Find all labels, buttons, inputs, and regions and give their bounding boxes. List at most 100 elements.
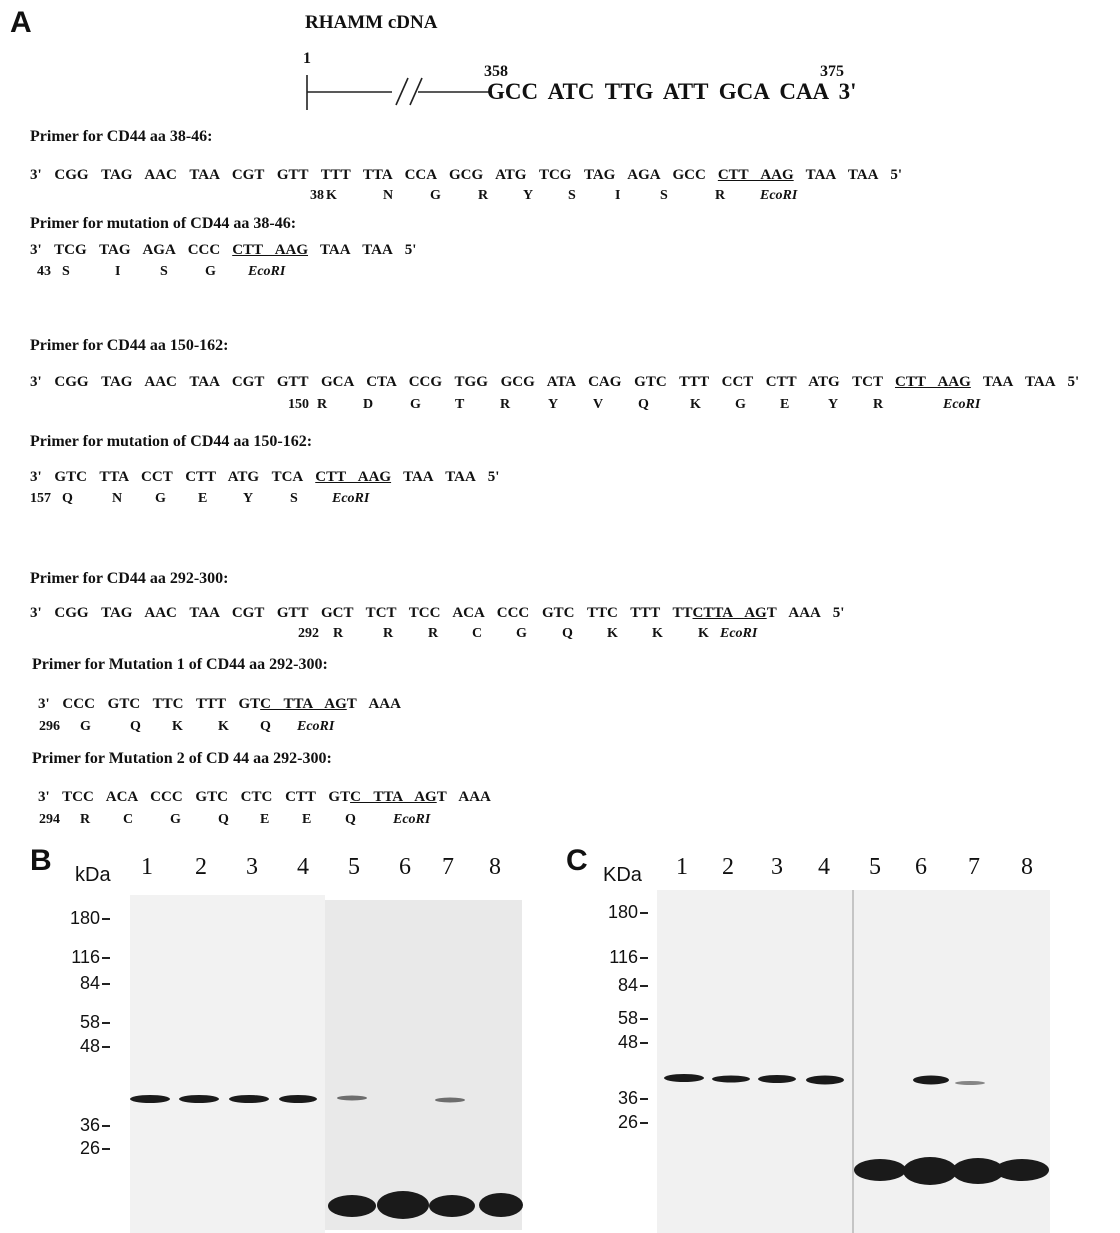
sequence-segment: T AAA 5' (767, 605, 845, 621)
site-label: EcoRI (760, 187, 797, 205)
rhamm-sequence: GCC ATC TTG ATT GCA CAA 3' (487, 83, 857, 101)
residue: R (383, 625, 393, 643)
residue: V (593, 396, 603, 414)
site-label: EcoRI (332, 490, 369, 508)
lane-number: 6 (399, 858, 411, 876)
residue: S (62, 263, 70, 281)
primer-heading: Primer for CD44 aa 292-300: (30, 570, 228, 588)
lane-number: 7 (442, 858, 454, 876)
sequence-segment: 3' CGG TAG AAC TAA CGT GTT GCT TCT TCC A… (30, 605, 693, 621)
marker-tick (102, 1046, 110, 1048)
rhamm-diagram (307, 75, 492, 110)
residue: Y (243, 490, 253, 508)
panel-label: B (30, 852, 52, 870)
marker-tick (102, 1125, 110, 1127)
residue: N (383, 187, 393, 205)
marker-label: 36 (590, 1089, 638, 1107)
blot-b-left (130, 895, 325, 1233)
marker-tick (640, 1042, 648, 1044)
sequence-segment: T AAA (437, 789, 491, 805)
marker-label: 48 (590, 1033, 638, 1051)
residue-start: 43 (37, 263, 51, 281)
lane-number: 1 (141, 858, 153, 876)
marker-label: 26 (590, 1113, 638, 1131)
residue: R (333, 625, 343, 643)
marker-tick (102, 1022, 110, 1024)
sequence-segment: TAA TAA 5' (320, 242, 416, 258)
residue: I (615, 187, 620, 205)
marker-label: 84 (590, 976, 638, 994)
residue-start: 157 (30, 490, 51, 508)
marker-label: 180 (52, 909, 100, 927)
marker-label: 116 (52, 948, 100, 966)
residue: G (205, 263, 216, 281)
residue-start: 296 (39, 718, 60, 736)
marker-tick (102, 918, 110, 920)
sequence-segment: 3' TCG TAG AGA CCC (30, 242, 220, 258)
residue: E (198, 490, 207, 508)
residue: Q (260, 718, 271, 736)
primer-heading: Primer for CD44 aa 150-162: (30, 337, 228, 355)
residue: G (735, 396, 746, 414)
residue: Q (638, 396, 649, 414)
residue: Y (828, 396, 838, 414)
residue: K (326, 187, 337, 205)
marker-label: 84 (52, 974, 100, 992)
residue: Y (548, 396, 558, 414)
marker-tick (102, 983, 110, 985)
residue: R (428, 625, 438, 643)
marker-label: 58 (52, 1013, 100, 1031)
residue: R (478, 187, 488, 205)
residue-start: 292 (298, 625, 319, 643)
residue: K (652, 625, 663, 643)
lane-number: 8 (489, 858, 501, 876)
sequence-segment: 3' GTC TTA CCT CTT ATG TCA (30, 469, 303, 485)
residue: T (455, 396, 464, 414)
primer-heading: Primer for CD44 aa 38-46: (30, 128, 212, 146)
marker-tick (102, 957, 110, 959)
sequence-segment: T AAA (347, 696, 401, 712)
residue: D (363, 396, 373, 414)
residue: G (516, 625, 527, 643)
residue: S (160, 263, 168, 281)
residue: Q (562, 625, 573, 643)
restriction-site: C TTA AG (350, 789, 437, 805)
residue: R (317, 396, 327, 414)
primer-sequence: 3' CGG TAG AAC TAA CGT GTT TTT TTA CCA G… (30, 166, 902, 184)
residue: Q (130, 718, 141, 736)
residue: K (698, 625, 709, 643)
lane-number: 4 (297, 858, 309, 876)
residue: E (302, 811, 311, 829)
panel-label: A (10, 14, 32, 32)
unit-label: kDa (75, 866, 111, 884)
restriction-site: C TTA AG (260, 696, 347, 712)
lane-number: 8 (1021, 858, 1033, 876)
residue: R (80, 811, 90, 829)
residue: I (115, 263, 120, 281)
primer-heading: Primer for Mutation 1 of CD44 aa 292-300… (32, 656, 328, 674)
marker-label: 48 (52, 1037, 100, 1055)
lane-number: 1 (676, 858, 688, 876)
residue: N (112, 490, 122, 508)
residue: E (260, 811, 269, 829)
residue: R (873, 396, 883, 414)
residue: R (715, 187, 725, 205)
site-label: EcoRI (393, 811, 430, 829)
sequence-segment: TAA TAA 5' (806, 167, 902, 183)
panel-label: C (566, 852, 588, 870)
sequence-segment: 3' CGG TAG AAC TAA CGT GTT GCA CTA CCG T… (30, 374, 883, 390)
lane-number: 3 (246, 858, 258, 876)
residue: R (500, 396, 510, 414)
lane-number: 2 (722, 858, 734, 876)
rhamm-title: RHAMM cDNA (305, 14, 437, 32)
residue: K (172, 718, 183, 736)
residue: K (690, 396, 701, 414)
marker-label: 26 (52, 1139, 100, 1157)
unit-label: KDa (603, 866, 642, 884)
marker-tick (640, 912, 648, 914)
marker-tick (640, 1018, 648, 1020)
residue: S (568, 187, 576, 205)
residue: Q (345, 811, 356, 829)
